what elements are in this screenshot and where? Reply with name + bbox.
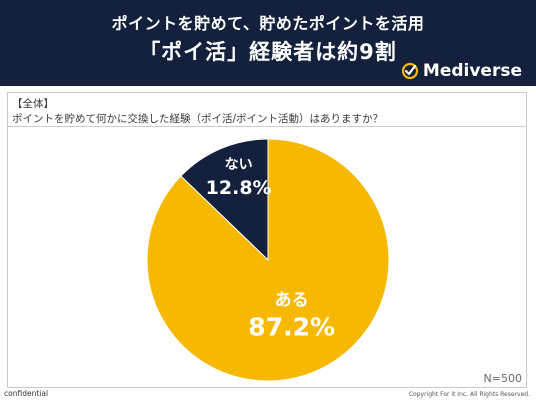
- slice-label-0: ある: [275, 291, 309, 311]
- mediverse-logo-icon: [401, 62, 419, 80]
- logo-text: Mediverse: [422, 61, 522, 81]
- divider: [8, 126, 526, 127]
- slice-label-1: ない: [225, 157, 253, 173]
- survey-question: ポイントを貯めて何かに交換した経験（ポイ活/ポイント活動）はありますか？: [12, 113, 384, 125]
- slice-value-0: 87.2%: [248, 313, 335, 342]
- page-title-line1: ポイントを貯めて、貯めたポイントを活用: [111, 14, 425, 33]
- pie-slice-aru: [146, 138, 390, 382]
- scope-label: 【全体】: [12, 98, 54, 110]
- sample-size: N=500: [483, 372, 522, 385]
- confidential-label: confidential: [4, 389, 49, 398]
- pie-slice-nai: [180, 138, 269, 262]
- copyright: Copyright For it Inc. All Rights Reserve…: [408, 391, 530, 398]
- page-title-line2: 「ポイ活」経験者は約9割: [139, 40, 397, 64]
- logo: Mediverse: [401, 61, 522, 81]
- header-banner: ポイントを貯めて、貯めたポイントを活用 「ポイ活」経験者は約9割 Mediver…: [0, 0, 536, 86]
- slice-value-1: 12.8%: [206, 177, 272, 199]
